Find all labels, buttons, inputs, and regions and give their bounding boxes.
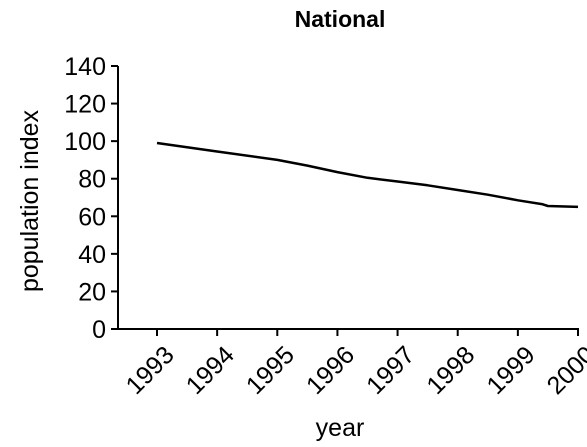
x-tick-label: 1996: [301, 341, 360, 400]
y-tick-label: 80: [78, 166, 106, 194]
x-tick-label: 1998: [421, 341, 480, 400]
y-tick-label: 100: [64, 128, 106, 156]
x-tick-label: 1997: [361, 341, 420, 400]
y-tick-label: 60: [78, 203, 106, 231]
x-tick-label: 1999: [481, 341, 540, 400]
x-tick-label: 1995: [241, 341, 300, 400]
x-tick-label: 2000: [542, 341, 587, 400]
y-tick-label: 120: [64, 91, 106, 119]
y-axis-label: population index: [16, 109, 44, 292]
x-tick-label: 1994: [181, 341, 240, 400]
chart-title: National: [295, 6, 386, 32]
series-line: [156, 141, 579, 209]
y-tick-label: 20: [78, 278, 106, 306]
x-ticks: 1993 1994 1995 1996 1997 1998 1999 2000: [121, 329, 587, 400]
y-ticks: 0 20 40 60 80 100 120 140: [64, 53, 118, 344]
y-tick-label: 140: [64, 53, 106, 81]
y-tick-label: 40: [78, 241, 106, 269]
y-tick-label: 0: [92, 316, 106, 344]
x-tick-label: 1993: [121, 341, 180, 400]
x-axis-label: year: [316, 414, 365, 442]
series-layer: [156, 141, 579, 209]
